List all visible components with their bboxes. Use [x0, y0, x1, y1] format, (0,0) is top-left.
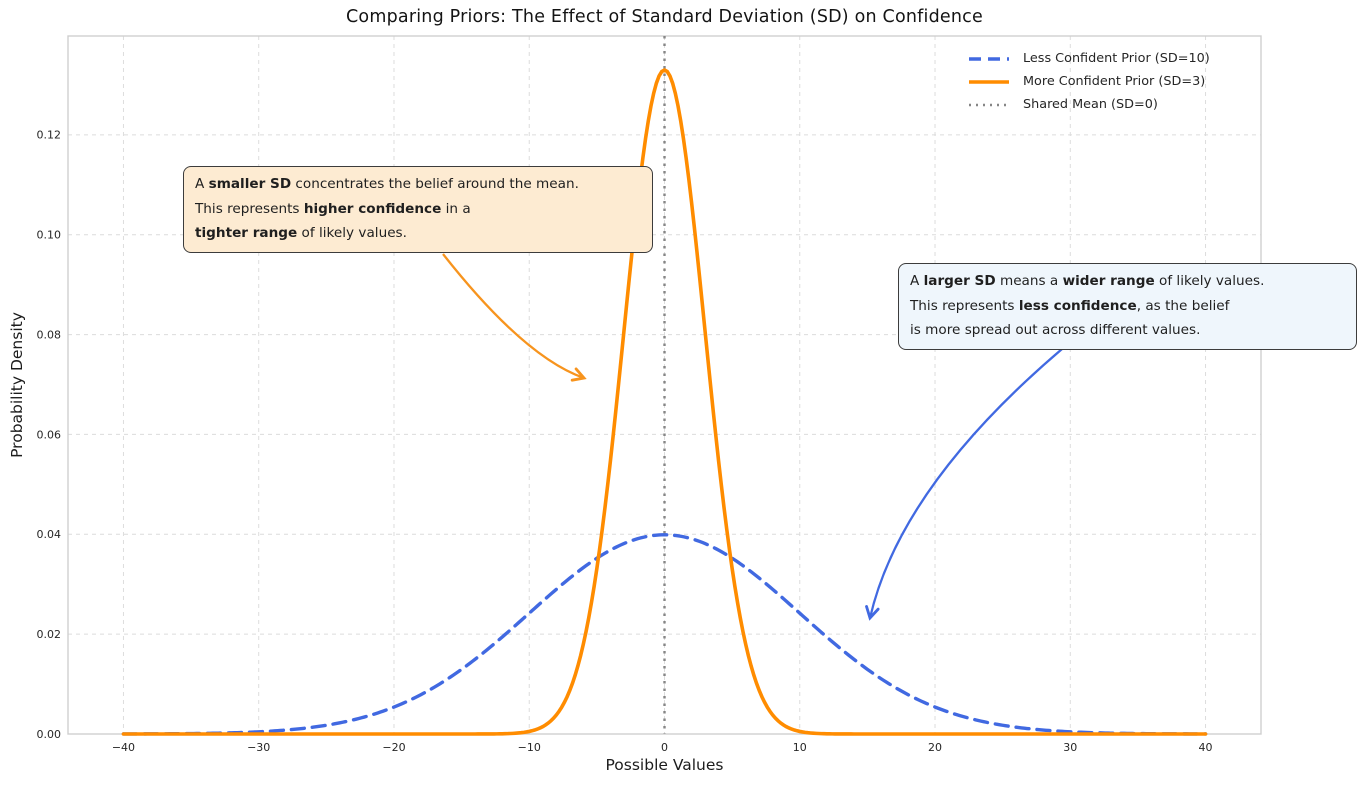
arrow-to-narrow-curve: [442, 253, 587, 382]
legend-label: Shared Mean (SD=0): [1023, 97, 1158, 112]
chart-title: Comparing Priors: The Effect of Standard…: [346, 7, 983, 27]
legend-label: Less Confident Prior (SD=10): [1023, 51, 1210, 66]
y-tick-label: 0.02: [37, 628, 62, 641]
y-tick-label: 0.04: [37, 528, 62, 541]
legend: Less Confident Prior (SD=10) More Confid…: [968, 50, 1210, 113]
x-tick-label: 40: [1199, 741, 1213, 754]
annotation-line: A larger SD means a wider range of likel…: [910, 273, 1265, 289]
x-tick-label: −10: [518, 741, 541, 754]
x-tick-label: −40: [112, 741, 135, 754]
y-tick-label: 0.10: [37, 229, 62, 242]
x-tick-label: 30: [1063, 741, 1077, 754]
pdf-curve-sd10: [121, 533, 1208, 736]
legend-item-less-confident: Less Confident Prior (SD=10): [968, 50, 1210, 67]
annotation-line: tighter range of likely values.: [195, 225, 407, 241]
annotation-line: is more spread out across different valu…: [910, 322, 1201, 338]
annotation-line: This represents higher confidence in a: [195, 200, 471, 217]
annotation-smaller-sd: A smaller SD concentrates the belief aro…: [183, 166, 653, 253]
y-tick-label: 0.12: [37, 129, 62, 142]
x-tick-label: −30: [247, 741, 270, 754]
legend-item-shared-mean: Shared Mean (SD=0): [968, 96, 1210, 113]
arrow-to-wide-curve: [865, 348, 1063, 621]
annotation-line: A smaller SD concentrates the belief aro…: [195, 176, 579, 192]
annotation-line: This represents less confidence, as the …: [910, 297, 1230, 314]
legend-dashed-line-icon: [969, 56, 1009, 61]
y-tick-label: 0.08: [37, 328, 62, 341]
legend-label: More Confident Prior (SD=3): [1023, 74, 1206, 89]
annotation-larger-sd: A larger SD means a wider range of likel…: [898, 263, 1357, 350]
legend-dotted-line-icon: [969, 103, 1009, 106]
legend-item-more-confident: More Confident Prior (SD=3): [968, 73, 1210, 90]
y-tick-label: 0.06: [37, 428, 62, 441]
legend-solid-line-icon: [969, 79, 1009, 84]
x-axis-label: Possible Values: [605, 756, 724, 774]
x-tick-label: 0: [661, 741, 668, 754]
y-axis-label: Probability Density: [8, 312, 26, 458]
y-tick-label: 0.00: [37, 728, 62, 741]
x-tick-label: 10: [793, 741, 807, 754]
x-tick-label: 20: [928, 741, 942, 754]
pdf-curve-sd3: [121, 68, 1208, 736]
x-tick-label: −20: [382, 741, 405, 754]
